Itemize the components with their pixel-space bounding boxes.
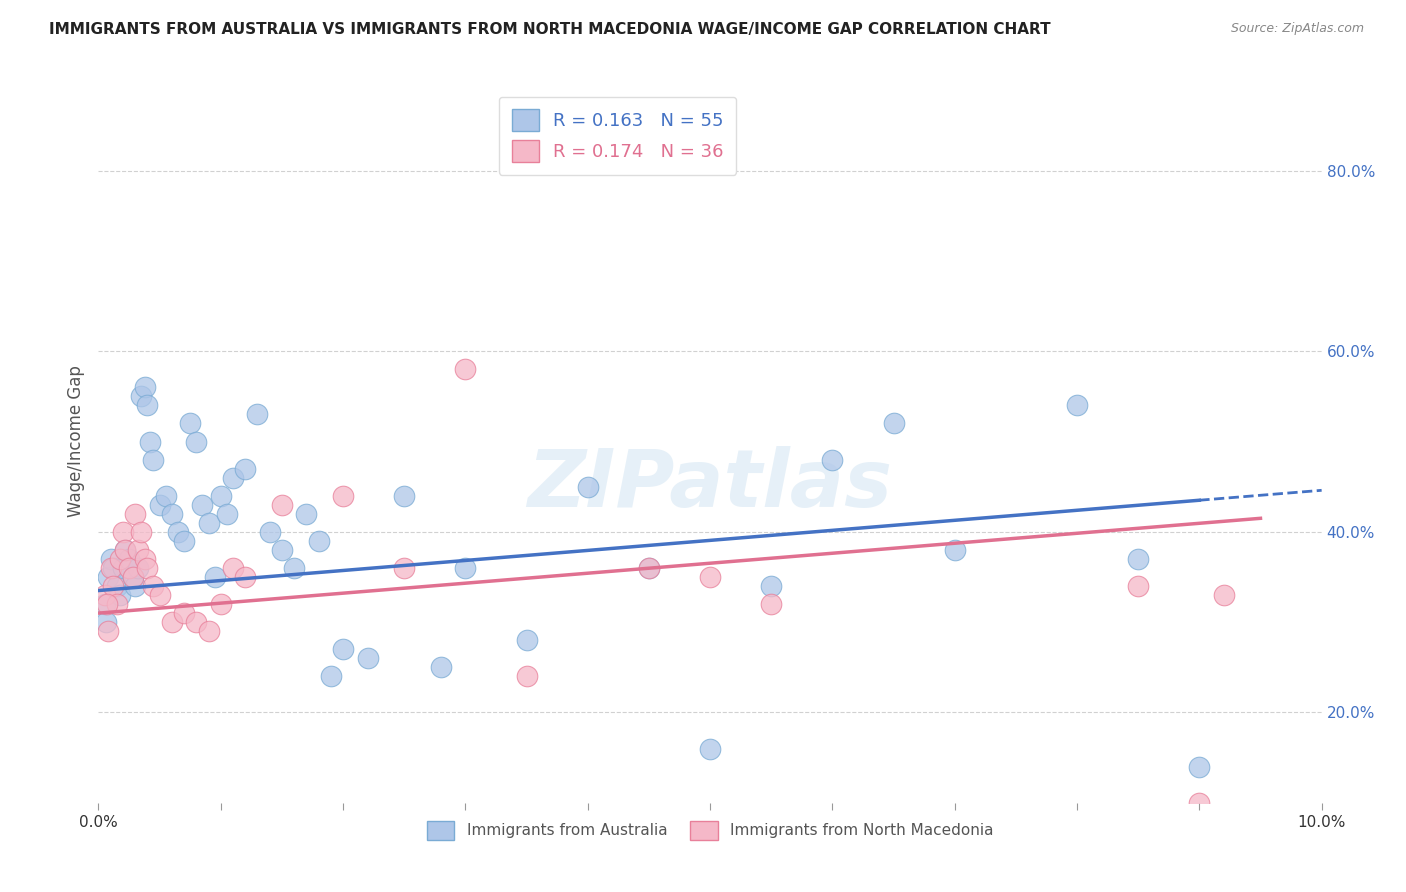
Point <box>139 434 162 449</box>
Text: ZIPatlas: ZIPatlas <box>527 446 893 524</box>
Point <box>121 570 143 584</box>
Point <box>699 741 721 756</box>
Point <box>160 507 183 521</box>
Point <box>114 542 136 557</box>
Point <box>105 579 128 593</box>
Point <box>155 489 177 503</box>
Point <box>392 489 416 503</box>
Point <box>209 489 232 503</box>
Point <box>270 498 294 512</box>
Point <box>332 489 354 503</box>
Point <box>142 579 165 593</box>
Point <box>1128 552 1150 566</box>
Point <box>637 561 661 575</box>
Point <box>637 561 661 575</box>
Point <box>943 542 966 557</box>
Point <box>118 552 141 566</box>
Point <box>97 624 120 639</box>
Point <box>430 660 453 674</box>
Point <box>97 570 120 584</box>
Point <box>332 642 354 657</box>
Point <box>101 561 124 575</box>
Point <box>516 633 538 648</box>
Point <box>129 389 152 403</box>
Point <box>167 524 190 539</box>
Point <box>454 362 477 376</box>
Point <box>100 552 122 566</box>
Point <box>197 516 219 530</box>
Point <box>222 470 245 484</box>
Point <box>259 524 281 539</box>
Point <box>283 561 305 575</box>
Y-axis label: Wage/Income Gap: Wage/Income Gap <box>66 366 84 517</box>
Point <box>699 570 721 584</box>
Point <box>246 408 269 422</box>
Point <box>204 570 226 584</box>
Point <box>576 480 599 494</box>
Point <box>761 579 783 593</box>
Point <box>308 533 330 548</box>
Point <box>761 597 783 611</box>
Point <box>186 434 208 449</box>
Point <box>101 579 124 593</box>
Point <box>821 452 844 467</box>
Legend: Immigrants from Australia, Immigrants from North Macedonia: Immigrants from Australia, Immigrants fr… <box>420 815 1000 846</box>
Point <box>191 498 214 512</box>
Point <box>118 561 141 575</box>
Point <box>233 461 256 475</box>
Point <box>454 561 477 575</box>
Point <box>114 542 136 557</box>
Point <box>319 669 342 683</box>
Point <box>1188 760 1211 774</box>
Point <box>96 597 118 611</box>
Point <box>186 615 208 630</box>
Point <box>110 588 132 602</box>
Point <box>94 615 117 630</box>
Point <box>173 606 195 620</box>
Point <box>124 507 146 521</box>
Point <box>222 561 245 575</box>
Point <box>111 561 134 575</box>
Point <box>110 552 132 566</box>
Point <box>105 597 128 611</box>
Point <box>149 498 172 512</box>
Point <box>295 507 318 521</box>
Point <box>1188 796 1211 810</box>
Point <box>134 552 156 566</box>
Point <box>1212 588 1234 602</box>
Point <box>356 651 378 665</box>
Point <box>149 588 172 602</box>
Point <box>111 524 134 539</box>
Point <box>134 380 156 394</box>
Point <box>179 417 201 431</box>
Point <box>516 669 538 683</box>
Point <box>1066 398 1088 412</box>
Point <box>173 533 195 548</box>
Point <box>127 542 149 557</box>
Point <box>129 524 152 539</box>
Point <box>136 398 159 412</box>
Point <box>215 507 238 521</box>
Point <box>124 579 146 593</box>
Point <box>93 597 115 611</box>
Point <box>136 561 159 575</box>
Point <box>100 561 122 575</box>
Point <box>121 570 143 584</box>
Text: IMMIGRANTS FROM AUSTRALIA VS IMMIGRANTS FROM NORTH MACEDONIA WAGE/INCOME GAP COR: IMMIGRANTS FROM AUSTRALIA VS IMMIGRANTS … <box>49 22 1050 37</box>
Point <box>127 561 149 575</box>
Point <box>1128 579 1150 593</box>
Point <box>883 417 905 431</box>
Point <box>93 588 115 602</box>
Point <box>392 561 416 575</box>
Point <box>270 542 294 557</box>
Point <box>233 570 256 584</box>
Point <box>160 615 183 630</box>
Point <box>142 452 165 467</box>
Point <box>209 597 232 611</box>
Text: Source: ZipAtlas.com: Source: ZipAtlas.com <box>1230 22 1364 36</box>
Point <box>197 624 219 639</box>
